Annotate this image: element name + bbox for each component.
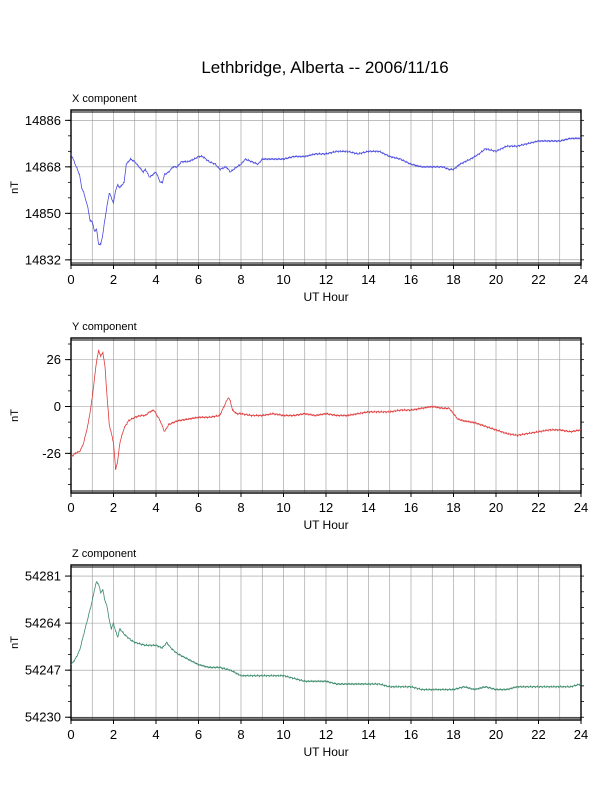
z-xtick-label: 4 bbox=[152, 727, 159, 742]
z-xtick-label: 2 bbox=[110, 727, 117, 742]
x-yaxis-label: nT bbox=[9, 181, 21, 194]
z-xtick-label: 24 bbox=[574, 727, 588, 742]
x-xtick-label: 4 bbox=[152, 272, 159, 287]
z-xtick-label: 14 bbox=[361, 727, 375, 742]
y-xtick-label: 22 bbox=[531, 500, 545, 515]
y-yaxis-label: nT bbox=[9, 409, 21, 422]
y-xtick-label: 2 bbox=[110, 500, 117, 515]
y-ytick-label: 26 bbox=[47, 352, 61, 367]
z-xtick-label: 0 bbox=[67, 727, 74, 742]
x-ytick-label: 14832 bbox=[25, 252, 61, 267]
x-xtick-label: 22 bbox=[531, 272, 545, 287]
z-xtick-label: 22 bbox=[531, 727, 545, 742]
y-xtick-label: 6 bbox=[195, 500, 202, 515]
z-ytick-label: 54230 bbox=[25, 710, 61, 725]
y-xtick-label: 12 bbox=[319, 500, 333, 515]
x-xtick-label: 10 bbox=[276, 272, 290, 287]
y-xtick-label: 0 bbox=[67, 500, 74, 515]
y-xtick-label: 10 bbox=[276, 500, 290, 515]
x-xtick-label: 18 bbox=[446, 272, 460, 287]
x-xaxis-label: UT Hour bbox=[303, 290, 348, 304]
y-ytick-label: -26 bbox=[42, 446, 61, 461]
z-yaxis-label: nT bbox=[9, 636, 21, 649]
y-ytick-label: 0 bbox=[54, 399, 61, 414]
z-ytick-label: 54264 bbox=[25, 616, 61, 631]
y-xaxis-label: UT Hour bbox=[303, 518, 348, 532]
y-xtick-label: 18 bbox=[446, 500, 460, 515]
y-xtick-label: 14 bbox=[361, 500, 375, 515]
z-ytick-label: 54247 bbox=[25, 663, 61, 678]
x-xtick-label: 20 bbox=[489, 272, 503, 287]
x-xtick-label: 8 bbox=[237, 272, 244, 287]
page-title: Lethbridge, Alberta -- 2006/11/16 bbox=[201, 58, 449, 77]
x-series-line bbox=[70, 137, 582, 246]
z-xtick-label: 12 bbox=[319, 727, 333, 742]
x-xtick-label: 14 bbox=[361, 272, 375, 287]
z-xtick-label: 8 bbox=[237, 727, 244, 742]
y-xtick-label: 16 bbox=[404, 500, 418, 515]
y-xtick-label: 24 bbox=[574, 500, 588, 515]
z-xtick-label: 20 bbox=[489, 727, 503, 742]
z-panel-label: Z component bbox=[72, 548, 136, 560]
y-xtick-label: 4 bbox=[152, 500, 159, 515]
x-xtick-label: 16 bbox=[404, 272, 418, 287]
y-panel-label: Y component bbox=[72, 321, 137, 333]
x-xtick-label: 0 bbox=[67, 272, 74, 287]
x-ytick-label: 14868 bbox=[25, 159, 61, 174]
y-xtick-label: 8 bbox=[237, 500, 244, 515]
z-xtick-label: 18 bbox=[446, 727, 460, 742]
x-ytick-label: 14886 bbox=[25, 113, 61, 128]
x-xtick-label: 12 bbox=[319, 272, 333, 287]
z-xtick-label: 6 bbox=[195, 727, 202, 742]
x-xtick-label: 24 bbox=[574, 272, 588, 287]
x-component-panel: 0 2 4 6 8 10 12 14 16 18 20 22 241488614868148501483… bbox=[9, 93, 588, 304]
x-panel-label: X component bbox=[72, 93, 137, 105]
z-ytick-label: 54281 bbox=[25, 569, 61, 584]
z-component-panel: 0 2 4 6 8 10 12 14 16 18 20 22 245428154264542475423… bbox=[9, 548, 588, 759]
z-xtick-label: 16 bbox=[404, 727, 418, 742]
x-xtick-label: 6 bbox=[195, 272, 202, 287]
y-xtick-label: 20 bbox=[489, 500, 503, 515]
x-xtick-label: 2 bbox=[110, 272, 117, 287]
z-xtick-label: 10 bbox=[276, 727, 290, 742]
y-series-line bbox=[70, 349, 582, 470]
z-series-line bbox=[70, 581, 582, 692]
z-xaxis-label: UT Hour bbox=[303, 745, 348, 759]
x-ytick-label: 14850 bbox=[25, 206, 61, 221]
